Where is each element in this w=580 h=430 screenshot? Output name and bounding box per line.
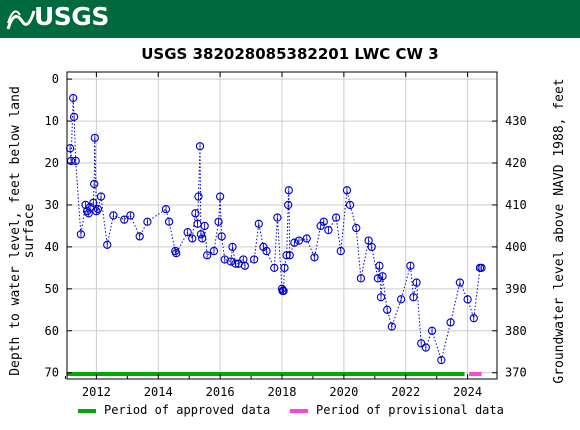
y-left-tick-label: 70 (45, 366, 59, 380)
legend-label-approved: Period of approved data (104, 403, 271, 417)
axis-layer: 2012 2014 2016 2018 2020 2022 2024 0 10 20 30 40 50 6… (45, 72, 527, 399)
usgs-banner: USGS (0, 0, 580, 38)
usgs-logo-icon (6, 10, 36, 30)
y-right-tick-label: 420 (505, 156, 527, 170)
y-left-tick-label: 60 (45, 324, 59, 338)
grid-layer (67, 72, 497, 379)
y-right-tick-label: 430 (505, 114, 527, 128)
y-left-tick-label: 50 (45, 282, 59, 296)
y-right-tick-label: 390 (505, 282, 527, 296)
y-right-tick-label: 380 (505, 324, 527, 338)
legend-item-provisional: Period of provisional data (290, 403, 504, 417)
y-left-tick-label: 0 (52, 72, 59, 86)
x-tick-label: 2018 (268, 385, 297, 399)
y-axis-left-label-line2: surface (22, 203, 37, 258)
legend-swatch-approved (78, 408, 96, 413)
usgs-logo-text: USGS (34, 2, 109, 31)
x-tick-label: 2016 (206, 385, 235, 399)
legend-label-provisional: Period of provisional data (316, 403, 504, 417)
y-left-tick-label: 10 (45, 114, 59, 128)
y-axis-right-label: Groundwater level above NAVD 1988, feet (552, 78, 567, 383)
y-axis-left-label-line1: Depth to water level, feet below land (8, 86, 23, 376)
y-left-tick-label: 30 (45, 198, 59, 212)
x-tick-label: 2012 (82, 385, 111, 399)
y-left-tick-label: 40 (45, 240, 59, 254)
x-tick-label: 2024 (453, 385, 482, 399)
x-tick-label: 2022 (391, 385, 420, 399)
x-tick-label: 2020 (329, 385, 358, 399)
y-left-tick-label: 20 (45, 156, 59, 170)
y-right-tick-label: 400 (505, 240, 527, 254)
series-layer (65, 93, 486, 365)
y-right-tick-label: 370 (505, 366, 527, 380)
legend-swatch-provisional (290, 408, 308, 413)
legend-item-approved: Period of approved data (78, 403, 270, 417)
x-tick-label: 2014 (144, 385, 173, 399)
series-line (69, 97, 482, 362)
chart-title: USGS 382028085382201 LWC CW 3 (141, 45, 439, 63)
y-right-tick-label: 410 (505, 198, 527, 212)
